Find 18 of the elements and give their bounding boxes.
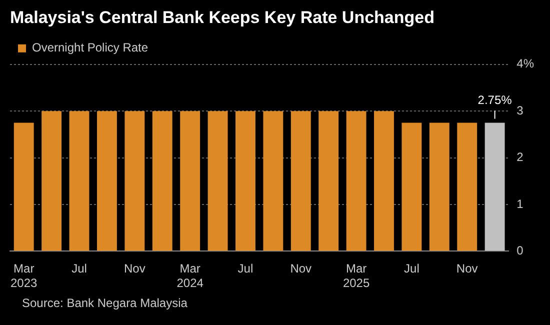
y-tick-label: 0 xyxy=(516,244,524,258)
y-tick-label: 3 xyxy=(516,103,524,118)
x-tick-label: Nov xyxy=(290,262,312,276)
chart-title: Malaysia's Central Bank Keeps Key Rate Unchanged xyxy=(10,8,434,27)
x-tick-label: Jul xyxy=(404,262,420,276)
x-tick-label: Nov xyxy=(456,262,478,276)
x-tick-label: Jul xyxy=(238,262,254,276)
y-tick-label: 2 xyxy=(516,150,524,164)
x-tick-label: Mar 2025 xyxy=(342,262,370,290)
y-tick-label: 1 xyxy=(516,196,524,211)
x-tick-label: Jul xyxy=(72,262,87,276)
source-note: Source: Bank Negara Malaysia xyxy=(22,296,188,310)
x-tick-label: Mar 2023 xyxy=(10,262,38,290)
x-tick-label: Mar 2024 xyxy=(176,262,204,290)
y-tick-label: 4% xyxy=(516,56,534,71)
data-label: 2.75% xyxy=(478,93,512,108)
legend-label: Overnight Policy Rate xyxy=(32,40,148,55)
x-tick-label: Nov xyxy=(124,262,146,276)
